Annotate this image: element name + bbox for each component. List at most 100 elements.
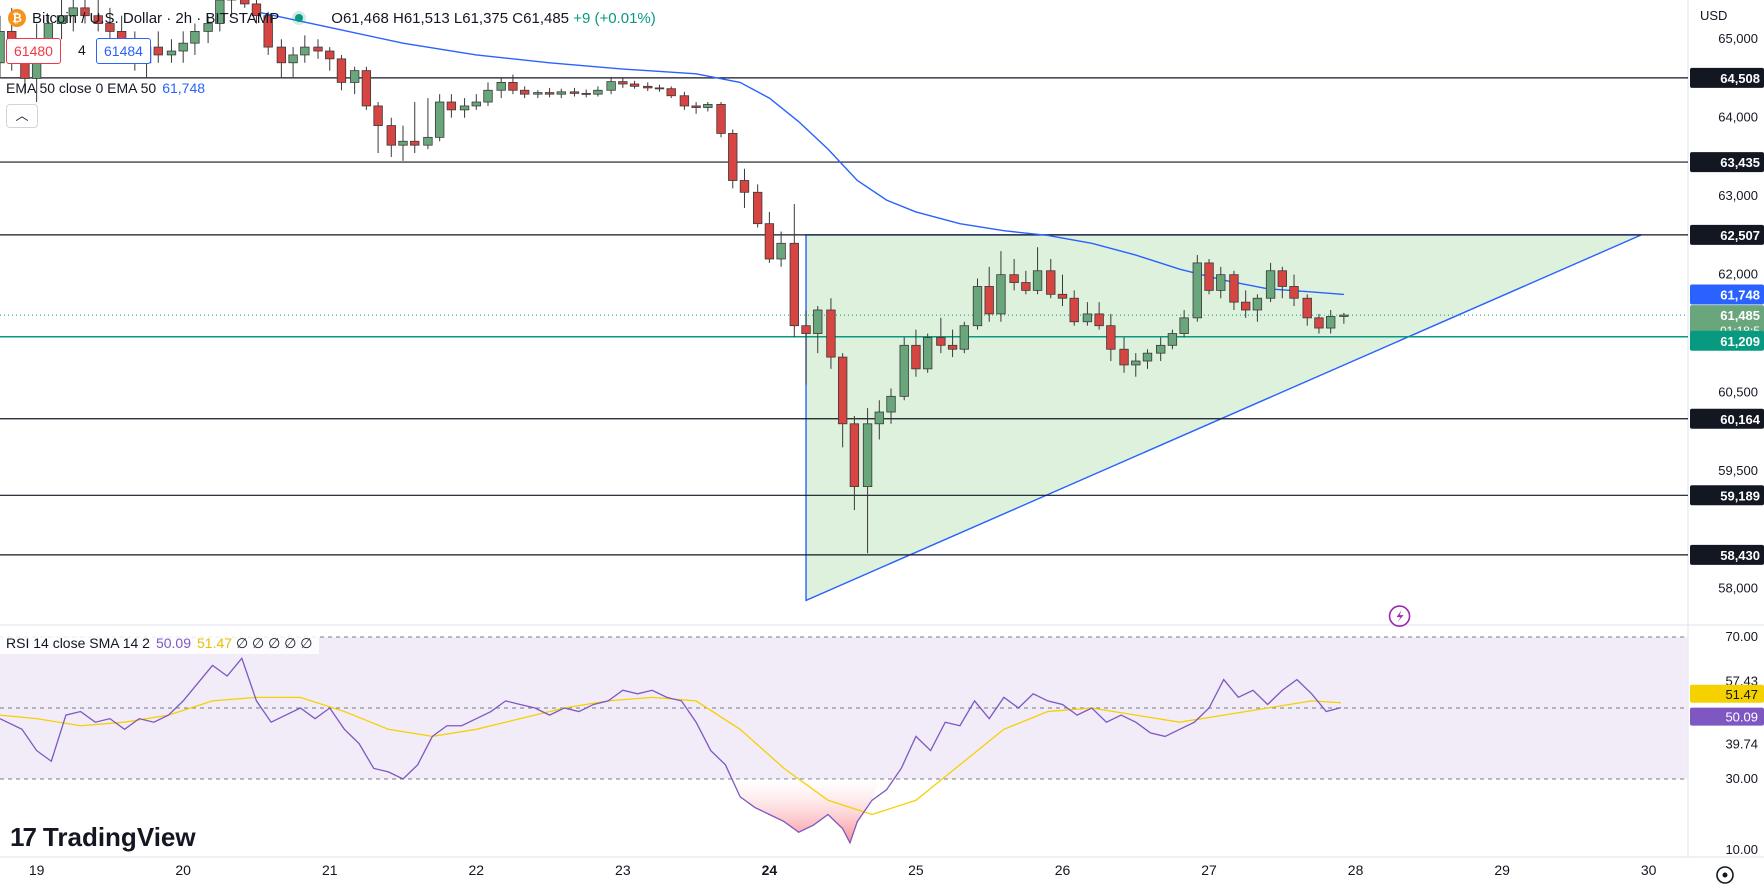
candle (68, 0, 78, 32)
candle-body (691, 105, 701, 108)
candle (776, 231, 786, 267)
candle (471, 94, 481, 110)
level-tag-bg (1690, 544, 1764, 565)
time-tick-label: 20 (175, 862, 191, 878)
candle-body (752, 191, 763, 225)
candle-body (739, 180, 750, 193)
candle (336, 54, 347, 91)
candle (410, 102, 420, 154)
tradingview-mark-icon: 17 (10, 822, 37, 852)
candle-body (519, 89, 530, 95)
candle-body (386, 125, 396, 146)
tradingview-logo[interactable]: 17 TradingView (10, 822, 196, 853)
candle (837, 353, 848, 448)
level-tag: 63,435 (1720, 155, 1760, 170)
level-tag-bg (1690, 408, 1764, 429)
time-tick-label: 21 (322, 862, 338, 878)
symbol-title[interactable]: Bitcoin / U.S. Dollar · 2h · BITSTAMP (32, 9, 280, 27)
symbol-header[interactable]: ₿ Bitcoin / U.S. Dollar · 2h · BITSTAMP … (8, 9, 656, 27)
time-tick-label: 24 (762, 862, 778, 878)
candle-body (373, 105, 383, 126)
candle (105, 7, 115, 40)
bitcoin-icon: ₿ (8, 9, 26, 27)
price-tick-label: 65,000 (1718, 31, 1758, 46)
candle (654, 84, 665, 92)
rsi-legend[interactable]: RSI 14 close SMA 14 2 50.09 51.47 ∅ ∅ ∅ ∅ … (0, 632, 319, 654)
candle (629, 80, 640, 89)
candle-body (166, 50, 177, 56)
buy-price-button[interactable]: 61484 (96, 38, 151, 64)
level-tag: 58,430 (1720, 548, 1760, 563)
currency-label[interactable]: USD (1700, 8, 1728, 23)
rsi-oversold-fill (732, 779, 880, 843)
collapse-legend-button[interactable]: ︿ (6, 104, 38, 128)
change-value: +9 (+0.01%) (573, 9, 656, 27)
candle-body (764, 223, 775, 260)
candle (1289, 274, 1299, 307)
candle-body (899, 344, 909, 397)
time-tick-label: 28 (1348, 862, 1364, 878)
candle (313, 39, 323, 59)
candle-body (1326, 316, 1336, 329)
candle (178, 31, 188, 63)
ema-price-tag: 61,748 (1720, 287, 1760, 302)
candle-body (936, 337, 946, 346)
candle (263, 11, 273, 55)
lightning-bolt-icon (1396, 610, 1404, 623)
sell-price-button[interactable]: 61480 (6, 38, 61, 64)
candle-body (215, 0, 225, 24)
candle-body (398, 140, 408, 146)
candle-body (105, 23, 115, 32)
rsi-line (0, 656, 1342, 845)
candle-body (1094, 313, 1104, 327)
candle-body (801, 325, 811, 334)
candle (1277, 266, 1287, 299)
candle-body (1277, 270, 1287, 287)
level-tag: 62,507 (1720, 228, 1760, 243)
candle (1314, 313, 1324, 334)
candle-body (911, 344, 921, 370)
time-tick-label: 29 (1494, 862, 1510, 878)
candle (251, 0, 262, 24)
ohlc-values: O61,468 H61,513 L61,375 C61,485 +9 (+0.0… (331, 10, 655, 27)
candle-body (1069, 297, 1079, 323)
candle (703, 102, 713, 112)
candle (1179, 310, 1189, 338)
candle (716, 102, 726, 138)
chevron-up-icon: ︿ (15, 108, 29, 123)
candle-body (300, 46, 310, 56)
candle-body (1216, 274, 1226, 291)
candle (643, 82, 653, 92)
candle-body (984, 286, 994, 315)
candle-body (336, 58, 347, 83)
candle (1192, 255, 1202, 322)
candle-body (922, 337, 933, 370)
candle-body (251, 3, 262, 17)
level-tag-bg (1690, 152, 1764, 173)
low-value: L61,375 (453, 9, 509, 27)
candle (1046, 258, 1056, 299)
ema-legend[interactable]: EMA 50 close 0 EMA 50 61,748 (6, 80, 205, 96)
time-tick-label: 27 (1201, 862, 1217, 878)
candle (679, 91, 690, 110)
price-tick-label: 62,000 (1718, 267, 1758, 282)
level-tag-bg (1690, 67, 1764, 88)
ema-label: EMA 50 close 0 EMA 50 (6, 80, 157, 96)
candle-body (240, 0, 250, 5)
candle (386, 117, 396, 157)
candle-body (423, 136, 433, 146)
candle-body (483, 89, 493, 103)
level-tag: 64,508 (1720, 71, 1760, 86)
candle (752, 184, 763, 228)
candle (483, 82, 493, 106)
candle (190, 23, 200, 55)
candle (226, 0, 237, 16)
candle-body (446, 101, 457, 111)
lightning-icon (1388, 605, 1411, 627)
candle-body (190, 30, 200, 44)
price-tick-label: 60,500 (1718, 384, 1758, 399)
candle-body (1057, 293, 1068, 299)
candle-body (643, 85, 653, 89)
candle (1082, 302, 1093, 326)
